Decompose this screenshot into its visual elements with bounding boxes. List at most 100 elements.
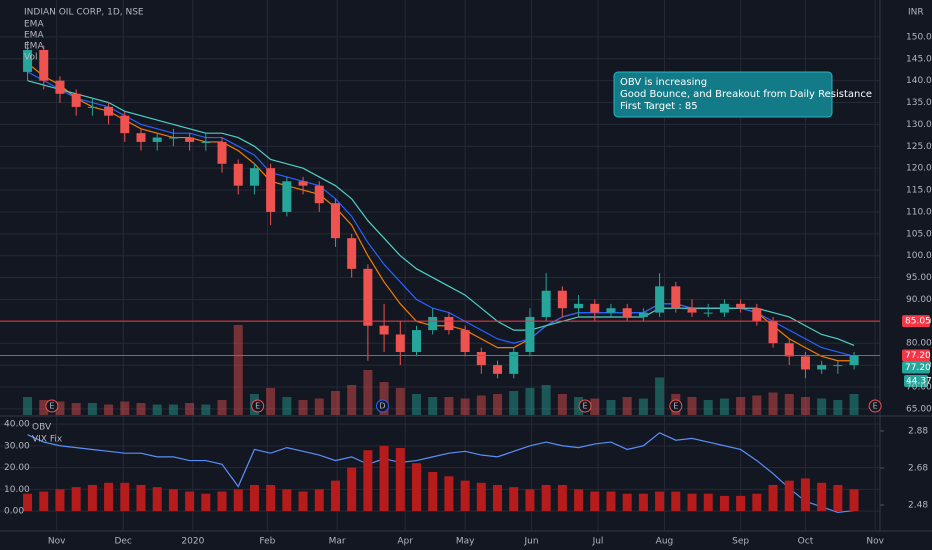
volume-bar [104, 404, 114, 415]
candle-body [703, 312, 713, 314]
histogram-bar [168, 489, 178, 512]
histogram-bar [784, 480, 794, 512]
volume-bar [752, 395, 762, 415]
candle-body [347, 238, 357, 269]
legend-entry: EMA [24, 20, 44, 30]
candle-body [23, 50, 33, 72]
x-tick-label: Aug [656, 537, 674, 547]
event-label: E [583, 402, 588, 411]
candle-body [55, 80, 65, 94]
histogram-bar [314, 489, 324, 512]
y-tick-label: 140.00 [906, 76, 932, 86]
volume-bar [298, 400, 308, 415]
legend-entry: EMA [24, 31, 44, 41]
histogram-bar [395, 448, 405, 512]
candle-body [590, 303, 600, 313]
volume-bar [606, 400, 616, 415]
volume-bar [233, 325, 243, 415]
y-tick-label: 70.00 [906, 382, 932, 392]
price-tag [902, 361, 930, 374]
x-tick-label: 2020 [181, 537, 204, 547]
candle-body [104, 106, 114, 116]
histogram-bar [493, 484, 503, 512]
candle-body [428, 316, 438, 331]
x-tick-label: Apr [397, 537, 413, 547]
volume-bar [719, 398, 729, 415]
histogram-bar [719, 495, 729, 512]
candle-body [460, 330, 470, 352]
annotation-line: OBV is increasing [620, 77, 707, 88]
histogram-bar [768, 484, 778, 512]
y2-tick-label: 2.68 [908, 463, 928, 473]
volume-bar [201, 404, 211, 415]
volume-bar [460, 398, 470, 415]
x-tick-label: Jun [524, 537, 539, 547]
volume-bar [800, 397, 810, 415]
histogram-bar [428, 471, 438, 512]
price-tag-text: 77.20 [905, 363, 931, 373]
event-marker [868, 399, 882, 413]
histogram-bar [152, 487, 162, 512]
candle-body [39, 50, 49, 81]
y-tick-label: 120.00 [906, 164, 932, 174]
y-tick-label: 95.00 [906, 273, 932, 283]
candle-body [833, 365, 843, 367]
annotation-line: First Target : 85 [620, 101, 698, 112]
lines [27, 62, 855, 362]
histogram-bar [185, 491, 195, 512]
line [27, 80, 855, 346]
x-tick-label: May [456, 537, 475, 547]
volume-bar [412, 394, 422, 415]
event-label: E [873, 402, 878, 411]
histogram-bar [249, 484, 259, 512]
candle-body [71, 93, 81, 107]
candle-body [282, 181, 292, 212]
candle-body [736, 303, 746, 309]
histogram-bar [23, 493, 33, 512]
x-tick-label: Dec [114, 537, 131, 547]
volume-bar [87, 403, 97, 415]
histogram-bar [687, 493, 697, 512]
histogram-bar [833, 484, 843, 512]
candle-body [655, 286, 665, 313]
currency: INR [908, 8, 924, 18]
histogram-bar [671, 491, 681, 512]
volume-bar [330, 391, 340, 415]
histogram-bar [347, 467, 357, 512]
annotation-line: Good Bounce, and Breakout from Daily Res… [620, 89, 872, 100]
candle-body [379, 325, 389, 335]
histogram-bar [39, 491, 49, 512]
volume-bar [541, 385, 551, 415]
histogram-bar [104, 482, 114, 512]
histogram-bar [638, 493, 648, 512]
candle-body [298, 181, 308, 186]
candle-body [671, 286, 681, 309]
candle-body [363, 268, 373, 326]
candle-body [152, 137, 162, 142]
histogram-bar [330, 480, 340, 512]
lower-pane [23, 432, 859, 514]
volume-bar [849, 394, 859, 415]
volume-bar [379, 382, 389, 415]
volume-bar [655, 377, 665, 415]
candle-body [476, 351, 486, 366]
candle-body [330, 203, 340, 239]
histogram-bar [541, 484, 551, 512]
candle-body [444, 316, 454, 331]
candle-body [687, 308, 697, 313]
histogram-bar [460, 480, 470, 512]
volume-bar [687, 397, 697, 415]
histogram-bar [606, 491, 616, 512]
y-tick-label: 125.00 [906, 142, 932, 152]
candle-body [266, 168, 276, 212]
volume-bar [217, 400, 227, 415]
y-tick-label: 20.00 [4, 463, 30, 473]
histogram-bar [266, 484, 276, 512]
volume-bar [817, 398, 827, 415]
legend-entry: Vol [24, 53, 37, 63]
candle-body [249, 168, 259, 186]
y-tick-label: 150.00 [906, 32, 932, 42]
volume-bar [23, 397, 33, 415]
volume-bar [363, 370, 373, 415]
